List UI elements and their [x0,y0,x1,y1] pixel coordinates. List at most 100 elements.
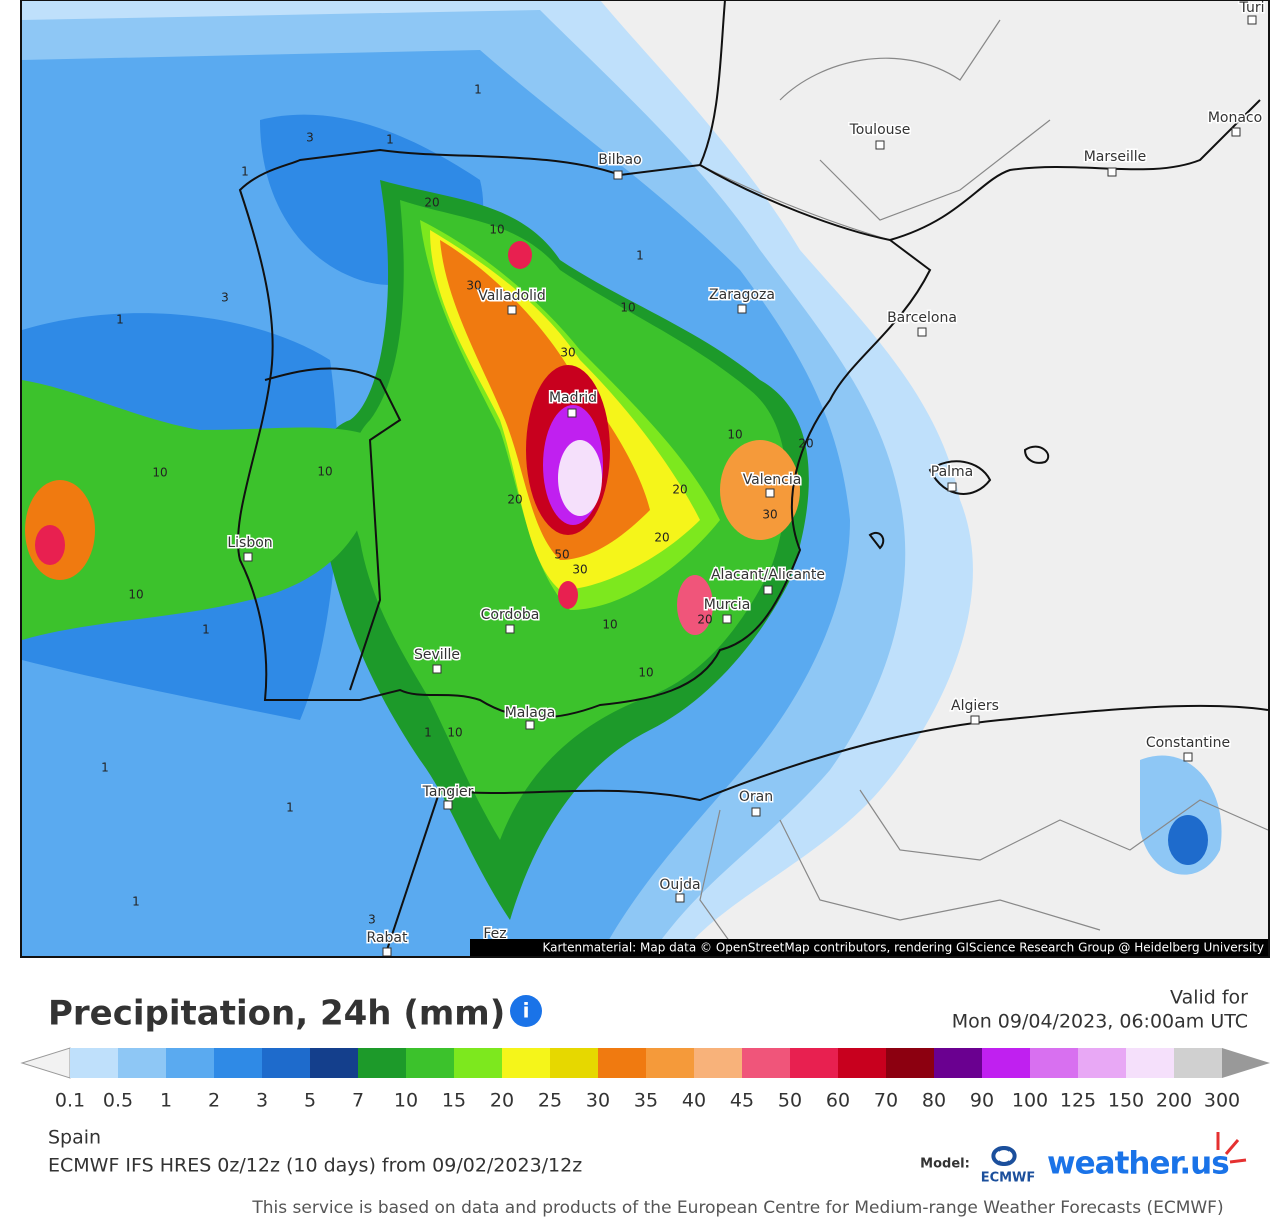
legend-swatch [934,1048,983,1078]
precip-orange [720,440,800,540]
contour-label: 1 [636,249,644,263]
legend-swatch [886,1048,935,1078]
city-label: Lisbon [227,535,272,551]
precip-dark-blue [1168,815,1208,865]
contour-labels: 1111331201030103020102020305030201010102… [101,83,813,927]
city-label: Marseille [1084,149,1147,165]
contour-label: 1 [386,133,394,147]
contour-label: 10 [489,223,504,237]
legend-arrow-high [1222,1048,1270,1078]
precip-red [558,581,578,609]
legend-label: 200 [1156,1090,1192,1112]
contour-label: 1 [241,165,249,179]
legend-swatch [406,1048,455,1078]
city-marker [432,664,442,674]
legend-label: 70 [874,1090,898,1112]
legend-label: 30 [586,1090,610,1112]
model-run: ECMWF IFS HRES 0z/12z (10 days) from 09/… [48,1155,582,1177]
city-label: Constantine [1146,735,1230,751]
city-marker [875,140,885,150]
legend-swatch [118,1048,167,1078]
notice: This service is based on data and produc… [251,1198,1223,1218]
border [699,164,891,241]
contour-label: 10 [447,726,462,740]
city-label: Valencia [743,472,802,488]
border [859,789,1268,861]
city-label: Cordoba [481,607,540,623]
legend-label: 25 [538,1090,562,1112]
city-label: Malaga [505,705,556,721]
legend-label: 150 [1108,1090,1144,1112]
city-marker [1231,127,1241,137]
legend-label: 80 [922,1090,946,1112]
legend-swatch [502,1048,551,1078]
city-marker [1107,167,1117,177]
city-label: Turi [1239,0,1265,16]
legend-swatch [790,1048,839,1078]
contour-label: 10 [602,618,617,632]
border [779,819,1101,931]
valid-time: Mon 09/04/2023, 06:00am UTC [952,1011,1248,1033]
legend-label: 90 [970,1090,994,1112]
city-label: Tangier [422,784,474,800]
city-marker [1247,15,1257,25]
city-label: Algiers [951,698,999,714]
city-label: Alacant/Alicante [711,567,825,583]
info-icon[interactable] [510,995,542,1027]
coast-island [1023,445,1050,464]
coastlines [236,0,1268,956]
city-marker [737,304,747,314]
borders [699,19,1268,956]
contour-label: 50 [554,548,569,562]
city-label: Rabat [367,930,408,946]
legend-swatch [1174,1048,1223,1078]
contour-label: 10 [152,466,167,480]
coast-iberia [236,148,932,719]
city-label: Madrid [549,390,597,406]
region: Spain [48,1127,101,1149]
legend-label: 10 [394,1090,418,1112]
contour-label: 30 [466,279,481,293]
coast-france [889,99,1261,241]
precip-red [508,241,532,269]
contour-label: 1 [132,895,140,909]
info-icon-glyph[interactable]: i [523,999,530,1023]
city-marker [1183,752,1193,762]
border [819,119,1051,221]
legend-label: 0.1 [55,1090,85,1112]
contour-label: 1 [424,726,432,740]
city-marker [505,624,515,634]
legend-swatch [454,1048,503,1078]
city-marker [613,170,623,180]
contour-label: 20 [697,613,712,627]
legend-label: 100 [1012,1090,1048,1112]
brand: weather.us [1047,1146,1229,1182]
legend-swatch [838,1048,887,1078]
legend-label: 2 [208,1090,220,1112]
contour-label: 10 [638,666,653,680]
city-label: Oujda [659,877,700,893]
city-label: Fez [483,926,506,942]
legend-label: 45 [730,1090,754,1112]
legend-label: 7 [352,1090,364,1112]
contour-label: 20 [672,483,687,497]
legend-swatch [310,1048,359,1078]
city-label: Bilbao [598,152,641,168]
city-marker [765,488,775,498]
legend-swatch [166,1048,215,1078]
legend-swatch [982,1048,1031,1078]
contour-label: 10 [727,428,742,442]
coast-island [928,460,992,495]
contour-label: 3 [221,291,229,305]
legend-swatch [550,1048,599,1078]
ecmwf-logo [991,1146,1017,1166]
contour-label: 30 [560,346,575,360]
legend-swatch [1078,1048,1127,1078]
city-marker [243,552,253,562]
color-legend: 0.1 0.5 1 2 3 5 7 10 15 20 25 30 35 40 45 50 60 70 80 90 100… [20,1047,1270,1112]
legend-label: 5 [304,1090,316,1112]
coast-france [699,0,726,166]
legend-swatch [70,1048,119,1078]
city-marker [751,807,761,817]
